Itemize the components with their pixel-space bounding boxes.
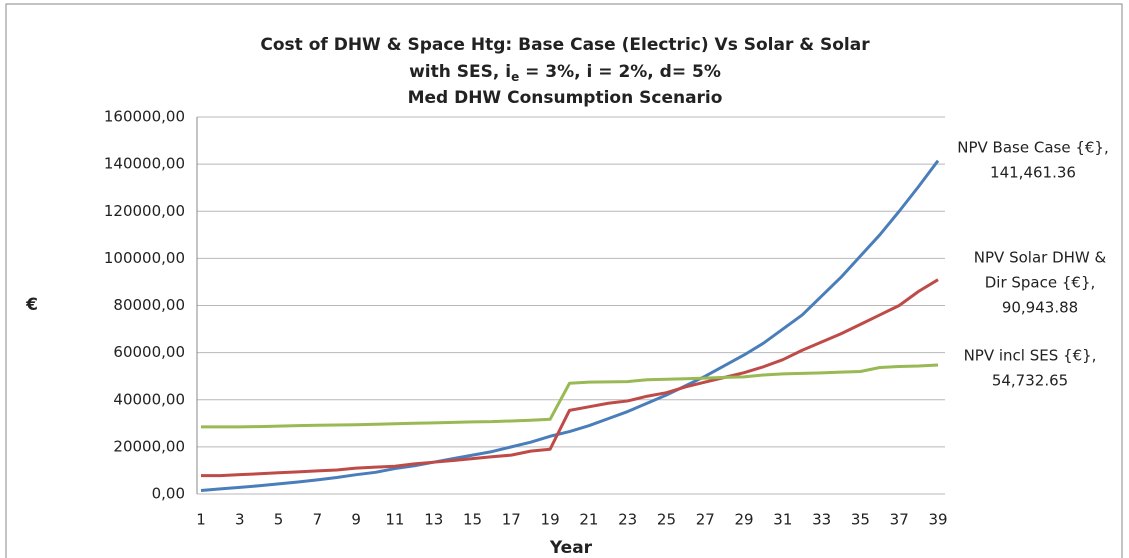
series-annotation: 90,943.88 — [1002, 299, 1078, 317]
y-tick-label: 140000,00 — [104, 155, 185, 173]
y-tick-label: 100000,00 — [104, 249, 185, 267]
series-line — [201, 363, 939, 429]
title-line: with SES, ie = 3%, i = 2%, d= 5% — [409, 62, 721, 84]
x-tick-label: 17 — [502, 511, 521, 529]
x-tick-label: 35 — [851, 511, 870, 529]
series-annotation: NPV Solar DHW & — [974, 249, 1107, 267]
series-annotation: Dir Space {€}, — [985, 274, 1096, 292]
x-tick-label: 1 — [196, 511, 206, 529]
y-tick-label: 160000,00 — [104, 108, 185, 126]
x-tick-label: 33 — [812, 511, 831, 529]
x-tick-label: 23 — [618, 511, 637, 529]
title-part: with SES, i — [409, 62, 511, 82]
x-tick-label: 5 — [274, 511, 284, 529]
x-tick-label: 29 — [735, 511, 754, 529]
y-tick-label: 60000,00 — [113, 343, 185, 361]
y-tick-label: 40000,00 — [113, 390, 185, 408]
x-tick-label: 13 — [424, 511, 443, 529]
x-tick-label: 27 — [696, 511, 715, 529]
x-tick-label: 31 — [773, 511, 792, 529]
title-part: = 3%, i = 2%, d= 5% — [519, 62, 721, 82]
title-line: Med DHW Consumption Scenario — [408, 88, 723, 108]
y-tick-label: 0,00 — [152, 485, 185, 503]
x-tick-label: 7 — [313, 511, 323, 529]
series-annotation: NPV Base Case {€}, — [957, 139, 1108, 157]
x-tick-label: 21 — [579, 511, 598, 529]
y-tick-label: 120000,00 — [104, 202, 185, 220]
x-axis-label: Year — [549, 538, 593, 558]
y-axis-label: € — [25, 295, 38, 315]
title-subscript: e — [511, 70, 519, 84]
x-tick-label: 37 — [890, 511, 909, 529]
x-tick-label: 39 — [928, 511, 947, 529]
series-line — [200, 159, 940, 492]
series-annotation: 141,461.36 — [990, 164, 1076, 182]
x-tick-label: 9 — [351, 511, 361, 529]
x-tick-label: 25 — [657, 511, 676, 529]
series-annotation: NPV incl SES {€}, — [964, 347, 1097, 365]
x-tick-label: 15 — [463, 511, 482, 529]
series-annotation: 54,732.65 — [992, 372, 1068, 390]
x-tick-label: 3 — [235, 511, 245, 529]
title-line: Cost of DHW & Space Htg: Base Case (Elec… — [260, 35, 870, 55]
y-tick-label: 20000,00 — [113, 437, 185, 455]
y-tick-label: 80000,00 — [113, 296, 185, 314]
series-line — [201, 278, 939, 478]
x-tick-label: 19 — [541, 511, 560, 529]
x-tick-label: 11 — [385, 511, 404, 529]
